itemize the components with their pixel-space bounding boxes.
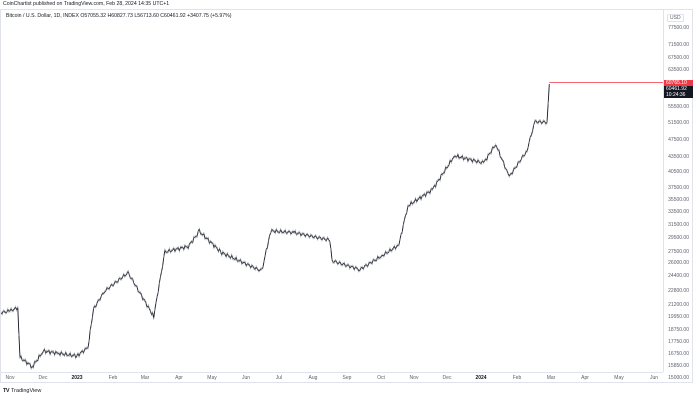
tradingview-logo[interactable]: TV TradingView [3, 388, 41, 394]
time-axis-label: Aug [308, 375, 318, 381]
price-axis-label: 15850.00 [668, 363, 689, 369]
price-axis-label: 15000.00 [668, 375, 689, 381]
price-axis-label: 37500.00 [668, 185, 689, 191]
price-axis-label: 31500.00 [668, 222, 689, 228]
price-axis-label: 17750.00 [668, 339, 689, 345]
time-axis-label: Feb [108, 375, 118, 381]
price-axis-label: 40500.00 [668, 169, 689, 175]
bar-countdown: 10:24:36 [666, 91, 686, 98]
last-price-tag: 60461.92 10:24:36 [664, 85, 693, 98]
time-axis-label: Mar [546, 375, 556, 381]
time-axis-label: Dec [442, 375, 452, 381]
price-axis-label: 55500.00 [668, 104, 689, 110]
price-axis-label: 51500.00 [668, 120, 689, 126]
time-axis-label: May [614, 375, 624, 381]
time-axis-label: Jul [275, 375, 283, 381]
time-axis-label: Jun [241, 375, 251, 381]
price-axis-label: 33500.00 [668, 209, 689, 215]
price-axis[interactable]: USD 77500.00 71500.00 67500.00 63500.00 5550… [663, 10, 693, 381]
time-axis-label: Apr [175, 375, 183, 381]
price-axis-label: 47500.00 [668, 137, 689, 143]
time-axis-label: 2024 [475, 375, 487, 381]
price-series-wicks [1, 101, 549, 370]
publish-line: CoinChartist published on TradingView.co… [3, 1, 170, 7]
currency-label[interactable]: USD [667, 14, 684, 22]
price-axis-label: 21200.00 [668, 302, 689, 308]
time-axis-label: Dec [38, 375, 48, 381]
price-axis-label: 77500.00 [668, 25, 689, 31]
price-axis-label: 67500.00 [668, 55, 689, 61]
price-axis-label: 19950.00 [668, 314, 689, 320]
price-axis-label: 26000.00 [668, 260, 689, 266]
price-axis-label: 24400.00 [668, 273, 689, 279]
symbol-legend: Bitcoin / U.S. Dollar, 1D, INDEX O57055.… [6, 13, 232, 19]
time-axis-label: Oct [377, 375, 385, 381]
price-axis-label: 35500.00 [668, 197, 689, 203]
tradingview-mark-icon: TV [3, 388, 10, 394]
price-chart[interactable] [1, 10, 663, 372]
time-axis-label: Sep [342, 375, 352, 381]
chart-frame [0, 9, 693, 383]
time-axis-label: Mar [140, 375, 150, 381]
time-axis-label: Feb [512, 375, 522, 381]
price-axis-label: 27500.00 [668, 249, 689, 255]
price-axis-label: 43500.00 [668, 154, 689, 160]
time-axis-label: Apr [581, 375, 589, 381]
price-axis-label: 18750.00 [668, 327, 689, 333]
price-series [1, 84, 550, 369]
time-axis-label: May [207, 375, 217, 381]
time-axis-label: Jun [649, 375, 659, 381]
price-axis-label: 63500.00 [668, 67, 689, 73]
price-axis-label: 71500.00 [668, 42, 689, 48]
time-axis-label: 2023 [71, 375, 83, 381]
brand-name: TradingView [11, 388, 42, 394]
time-axis-label: Nov [5, 375, 15, 381]
last-price-value: 60461.92 [666, 85, 687, 92]
price-level-tag: 60765.10 [664, 79, 693, 86]
price-axis-label: 29500.00 [668, 235, 689, 241]
time-axis[interactable]: Nov Dec 2023 Feb Mar Apr May Jun Jul Aug Sep Oct Nov… [1, 372, 663, 382]
price-axis-label: 16750.00 [668, 351, 689, 357]
time-axis-label: Nov [409, 375, 419, 381]
price-axis-label: 22800.00 [668, 288, 689, 294]
